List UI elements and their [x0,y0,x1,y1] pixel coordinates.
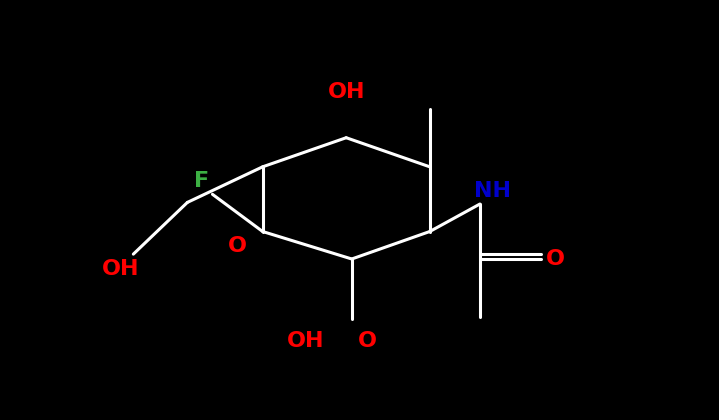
Text: OH: OH [288,331,325,352]
Text: F: F [193,171,209,192]
Text: OH: OH [327,82,365,102]
Text: O: O [358,331,377,352]
Text: O: O [546,249,564,269]
Text: NH: NH [475,181,511,201]
Text: O: O [228,236,247,256]
Text: OH: OH [102,259,139,279]
